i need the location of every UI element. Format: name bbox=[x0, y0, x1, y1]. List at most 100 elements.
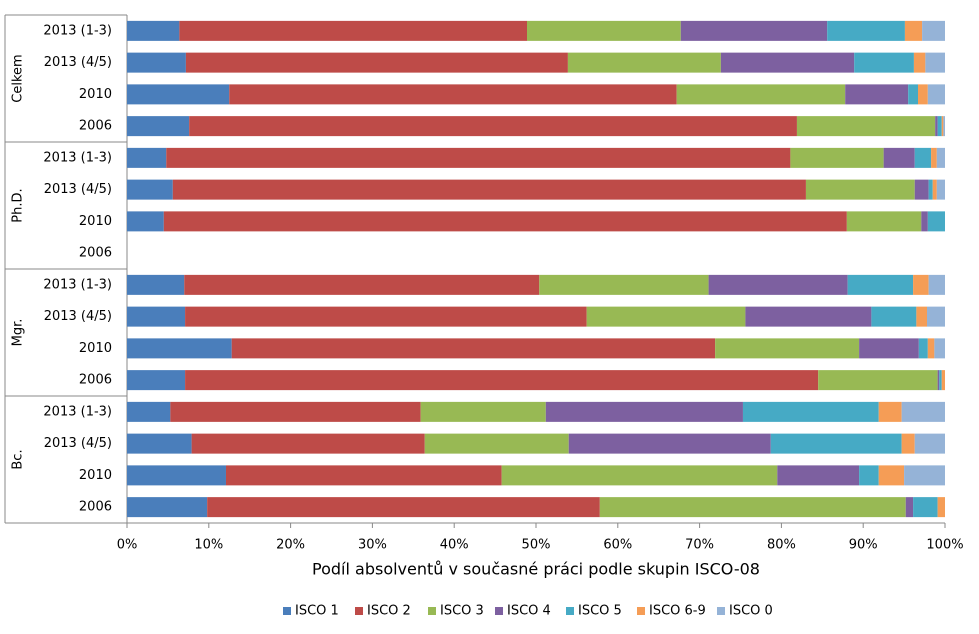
bar-segment bbox=[539, 274, 709, 295]
bar-segment bbox=[939, 370, 942, 391]
bar-segment bbox=[172, 179, 806, 200]
bar-segment bbox=[914, 179, 929, 200]
bar-segment bbox=[225, 465, 502, 486]
bar-segment bbox=[567, 52, 721, 73]
y-tick-label: 2006 bbox=[79, 119, 112, 134]
x-tick-label: 80% bbox=[767, 538, 796, 553]
y-tick-label: 2013 (4/5) bbox=[44, 436, 112, 451]
bar-segment bbox=[229, 84, 677, 105]
bar-segment bbox=[185, 370, 819, 391]
bar-segment bbox=[936, 147, 945, 168]
bar-segment bbox=[127, 465, 226, 486]
bar-segment bbox=[818, 370, 938, 391]
bar-segment bbox=[927, 211, 945, 232]
y-tick-label: 2013 (1-3) bbox=[43, 277, 112, 292]
legend-swatch bbox=[495, 607, 503, 615]
bar-segment bbox=[935, 116, 938, 137]
legend-swatch bbox=[283, 607, 291, 615]
bar-segment bbox=[901, 433, 915, 454]
x-tick-label: 90% bbox=[849, 538, 878, 553]
bar-segment bbox=[127, 211, 164, 232]
y-tick-label: 2010 bbox=[79, 341, 112, 356]
bar-segment bbox=[916, 306, 928, 327]
x-tick-label: 50% bbox=[522, 538, 551, 553]
bar-segment bbox=[127, 84, 230, 105]
y-tick-label: 2013 (1-3) bbox=[43, 404, 112, 419]
group-label: Celkem bbox=[11, 54, 26, 102]
legend-label: ISCO 5 bbox=[578, 604, 622, 619]
bar-segment bbox=[715, 338, 860, 359]
bar-segment bbox=[921, 211, 928, 232]
bar-segment bbox=[127, 338, 232, 359]
bar-segment bbox=[925, 52, 945, 73]
legend-label: ISCO 6-9 bbox=[649, 604, 706, 619]
bar-segment bbox=[931, 147, 937, 168]
bar-segment bbox=[846, 211, 922, 232]
bar-segment bbox=[805, 179, 915, 200]
x-tick-label: 60% bbox=[603, 538, 632, 553]
bar-segment bbox=[859, 338, 919, 359]
bar-segment bbox=[914, 147, 932, 168]
bar-segment bbox=[847, 274, 914, 295]
bar-segment bbox=[127, 370, 186, 391]
y-tick-label: 2006 bbox=[79, 500, 112, 515]
bar-segment bbox=[927, 338, 935, 359]
legend-swatch bbox=[717, 607, 725, 615]
x-tick-label: 40% bbox=[440, 538, 469, 553]
bar-segment bbox=[127, 116, 190, 137]
legend-swatch bbox=[428, 607, 436, 615]
bar-segment bbox=[914, 433, 945, 454]
bar-segment bbox=[941, 116, 944, 137]
y-tick-label: 2006 bbox=[79, 373, 112, 388]
bar-segment bbox=[191, 433, 425, 454]
bar-segment bbox=[127, 52, 186, 73]
bar-segment bbox=[937, 370, 940, 391]
bar-segment bbox=[527, 20, 681, 41]
legend-swatch bbox=[637, 607, 645, 615]
y-tick-label: 2010 bbox=[79, 468, 112, 483]
bar-segment bbox=[680, 20, 828, 41]
bar-segment bbox=[918, 338, 928, 359]
bar-segment bbox=[932, 179, 937, 200]
bar-segment bbox=[586, 306, 746, 327]
bar-segment bbox=[901, 401, 945, 422]
bar-segment bbox=[827, 20, 905, 41]
bar-segment bbox=[745, 306, 872, 327]
bar-segment bbox=[943, 116, 945, 137]
bar-segment bbox=[937, 116, 942, 137]
bar-segment bbox=[883, 147, 915, 168]
bar-segment bbox=[908, 84, 919, 105]
legend-label: ISCO 2 bbox=[367, 604, 411, 619]
bar-segment bbox=[941, 370, 945, 391]
bar-segment bbox=[127, 401, 171, 422]
bar-segment bbox=[918, 84, 928, 105]
legend-label: ISCO 1 bbox=[295, 604, 339, 619]
legend-label: ISCO 0 bbox=[729, 604, 773, 619]
bar-segment bbox=[928, 179, 933, 200]
bar-segment bbox=[742, 401, 879, 422]
bar-segment bbox=[207, 497, 600, 518]
bar-segment bbox=[871, 306, 917, 327]
bar-segment bbox=[189, 116, 797, 137]
bar-segment bbox=[184, 274, 540, 295]
bar-segment bbox=[904, 465, 945, 486]
bar-segment bbox=[777, 465, 860, 486]
bar-segment bbox=[913, 52, 926, 73]
bar-segment bbox=[936, 179, 945, 200]
x-tick-label: 0% bbox=[117, 538, 138, 553]
bar-segment bbox=[878, 465, 905, 486]
y-tick-label: 2013 (1-3) bbox=[43, 150, 112, 165]
bar-segment bbox=[185, 306, 587, 327]
bar-segment bbox=[708, 274, 848, 295]
y-tick-label: 2006 bbox=[79, 246, 112, 261]
bar-segment bbox=[928, 274, 945, 295]
y-tick-label: 2013 (4/5) bbox=[44, 55, 112, 70]
y-tick-label: 2013 (4/5) bbox=[44, 182, 112, 197]
bar-segment bbox=[927, 84, 945, 105]
bar-segment bbox=[170, 401, 421, 422]
bar-segment bbox=[501, 465, 778, 486]
x-tick-label: 70% bbox=[685, 538, 714, 553]
bar-segment bbox=[676, 84, 846, 105]
legend-swatch bbox=[566, 607, 574, 615]
